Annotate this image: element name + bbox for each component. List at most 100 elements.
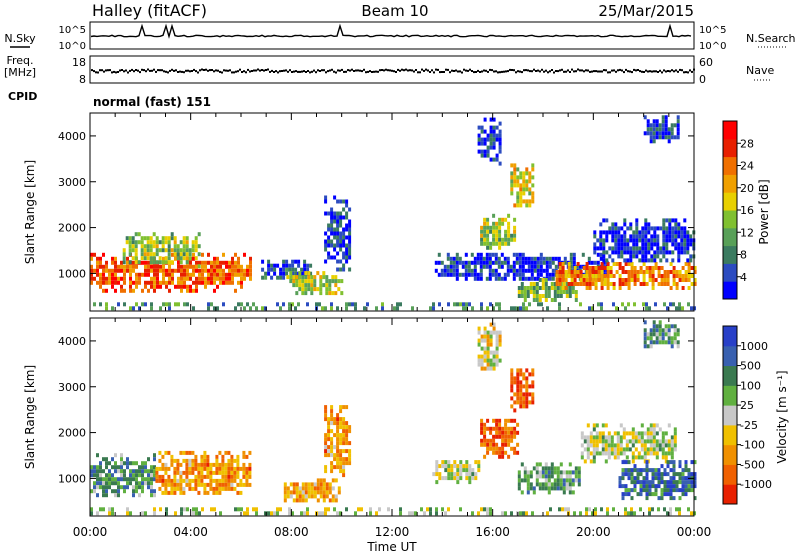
velocity-cell: [252, 507, 255, 512]
freq-dot: [469, 68, 471, 71]
velocity-cell: [114, 493, 117, 498]
power-cell: [339, 235, 343, 240]
power-cell: [363, 306, 366, 311]
velocity-cell: [510, 404, 514, 409]
power-cell: [686, 238, 690, 243]
power-cell: [513, 233, 517, 238]
power-cell: [105, 306, 108, 311]
velocity-cell: [519, 396, 523, 401]
power-colorbar-swatch: [723, 245, 737, 264]
velocity-cell: [194, 474, 198, 479]
velocity-cell: [507, 442, 511, 447]
power-cell: [351, 302, 354, 307]
power-cell: [668, 222, 672, 227]
velocity-cell: [289, 494, 293, 499]
velocity-cell: [215, 470, 219, 475]
power-cell: [663, 278, 667, 282]
velocity-cell: [561, 507, 564, 512]
velocity-cell: [675, 507, 678, 512]
velocity-cell: [324, 507, 327, 512]
freq-dot: [597, 70, 599, 73]
velocity-cell: [120, 485, 123, 490]
velocity-cell: [105, 481, 108, 486]
power-cell: [108, 268, 111, 273]
velocity-cell: [483, 430, 487, 435]
velocity-cell: [541, 482, 545, 487]
power-cell: [498, 233, 502, 238]
power-cell: [668, 234, 672, 239]
freq-dot: [397, 68, 399, 71]
power-cell: [152, 256, 156, 261]
velocity-cell: [669, 488, 673, 493]
power-cell: [677, 250, 681, 255]
velocity-x-axis: [89, 318, 695, 516]
velocity-cell: [675, 472, 679, 477]
velocity-cell: [528, 384, 532, 389]
power-cell: [525, 183, 529, 188]
power-cell: [195, 284, 198, 289]
velocity-cell: [191, 470, 195, 475]
power-cell: [517, 286, 521, 290]
velocity-colorbar-tick-label: -25: [740, 419, 758, 432]
power-cell: [561, 262, 565, 266]
power-cell: [572, 260, 576, 265]
power-cell: [617, 246, 621, 251]
power-cell: [216, 256, 219, 261]
power-cell: [303, 267, 307, 272]
power-cell: [129, 268, 132, 273]
freq-dot: [173, 69, 175, 72]
power-cell: [486, 241, 490, 246]
velocity-cell: [489, 358, 493, 363]
power-cell: [687, 262, 691, 266]
velocity-cell: [624, 507, 627, 512]
power-cell: [279, 267, 283, 272]
velocity-cell: [227, 470, 231, 475]
velocity-cell: [185, 482, 189, 487]
velocity-cell: [520, 490, 524, 495]
velocity-cell: [501, 511, 504, 516]
velocity-colorbar-swatch: [723, 385, 737, 406]
power-cell: [144, 302, 147, 307]
power-cell: [626, 258, 630, 263]
power-cell: [666, 270, 670, 274]
power-cell: [234, 268, 237, 273]
power-cell: [581, 252, 585, 257]
velocity-cell: [324, 445, 328, 450]
power-cell: [123, 272, 126, 277]
power-cell: [621, 270, 625, 274]
power-cell: [348, 219, 352, 224]
power-cell: [562, 290, 566, 294]
power-cell: [231, 268, 234, 273]
power-cell: [519, 175, 523, 180]
velocity-cell: [176, 466, 180, 471]
power-cell: [483, 221, 487, 226]
freq-dot: [573, 70, 575, 73]
velocity-cell: [330, 441, 334, 446]
power-cell: [674, 246, 678, 251]
velocity-cell: [547, 490, 551, 495]
power-cell: [516, 179, 520, 184]
power-cell: [470, 260, 474, 265]
power-cell: [678, 278, 682, 282]
velocity-cell: [525, 388, 529, 393]
power-cell: [641, 250, 645, 255]
power-cell: [554, 264, 558, 269]
power-cell: [673, 123, 677, 128]
velocity-cell: [513, 418, 517, 423]
velocity-cell: [670, 336, 674, 341]
power-cell: [510, 183, 514, 188]
velocity-cell: [553, 466, 557, 471]
power-cell: [624, 306, 627, 311]
velocity-cell: [690, 480, 694, 485]
power-cell: [282, 302, 285, 307]
power-cell: [641, 238, 645, 243]
velocity-cell: [574, 478, 578, 483]
power-cell: [170, 236, 174, 241]
power-cell: [519, 203, 523, 208]
power-cell: [495, 241, 499, 246]
power-cell: [464, 252, 468, 257]
power-cell: [512, 252, 516, 257]
velocity-cell: [624, 511, 627, 516]
power-cell: [313, 287, 317, 292]
freq-dot: [529, 70, 531, 73]
